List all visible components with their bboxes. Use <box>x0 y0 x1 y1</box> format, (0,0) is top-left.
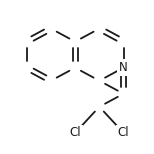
Text: Cl: Cl <box>118 126 129 139</box>
Text: N: N <box>119 61 128 74</box>
Text: Cl: Cl <box>69 126 81 139</box>
